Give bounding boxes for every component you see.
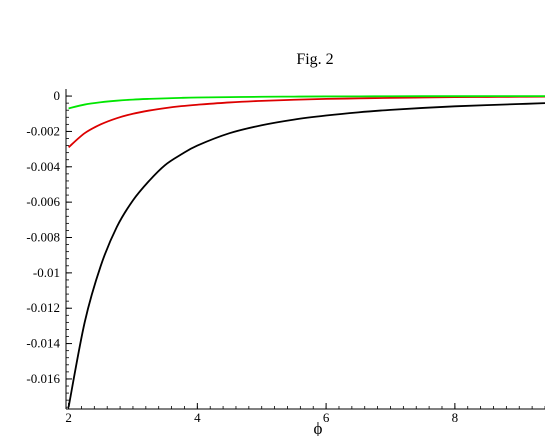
series-line-black: [67, 102, 545, 408]
y-tick-label: -0.008: [26, 230, 60, 245]
y-tick-label: 0: [54, 88, 61, 103]
y-tick-label: -0.004: [26, 159, 60, 174]
chart-title: Fig. 2: [296, 51, 333, 68]
series-line-green: [68, 95, 545, 110]
series-line-red: [67, 95, 545, 149]
y-tick-label: -0.002: [26, 123, 60, 138]
series-layer: [67, 95, 545, 408]
axes: 0 -0.002 -0.004 -0.006 -0.008 -0.01 -0.012 -0.0…: [26, 88, 545, 425]
x-axis-label: ϕ: [314, 419, 323, 436]
y-tick-label: -0.01: [33, 265, 60, 280]
x-tick-label: 8: [452, 410, 459, 425]
x-tick-label: 4: [194, 410, 201, 425]
y-tick-label: -0.016: [26, 371, 60, 386]
y-tick-label: -0.014: [26, 336, 60, 351]
x-tick-label: 2: [65, 410, 72, 425]
y-tick-label: -0.012: [26, 300, 60, 315]
y-tick-label: -0.006: [26, 194, 60, 209]
x-tick-label: 6: [323, 410, 330, 425]
